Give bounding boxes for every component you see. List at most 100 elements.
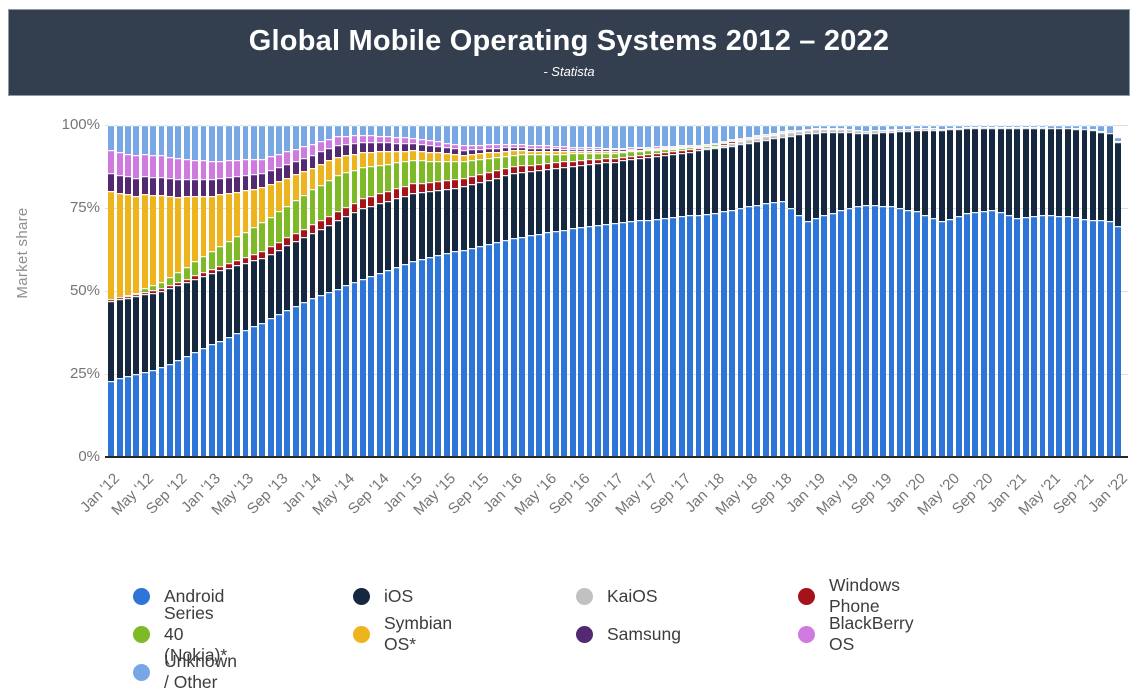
segment-series40 xyxy=(352,170,358,203)
bar-month-90 xyxy=(863,125,869,457)
segment-symbian xyxy=(133,196,139,293)
bar-month-29 xyxy=(352,125,358,457)
segment-ios xyxy=(628,159,634,221)
segment-ios xyxy=(1107,133,1113,221)
segment-android xyxy=(117,378,123,457)
segment-series40 xyxy=(259,222,265,250)
segment-symbian xyxy=(167,196,173,277)
segment-unknown xyxy=(545,125,551,145)
segment-ios xyxy=(301,237,307,302)
segment-unknown xyxy=(360,125,366,135)
segment-symbian xyxy=(444,153,450,161)
bar-month-1 xyxy=(117,125,123,457)
y-tick-label: 75% xyxy=(38,199,100,216)
segment-blackberry xyxy=(217,161,223,179)
bar-month-79 xyxy=(771,125,777,457)
segment-android xyxy=(637,220,643,457)
legend-label-ios: iOS xyxy=(384,586,413,607)
segment-ios xyxy=(444,189,450,254)
segment-series40 xyxy=(167,277,173,285)
segment-unknown xyxy=(326,125,332,139)
segment-unknown xyxy=(385,125,391,136)
segment-unknown xyxy=(729,125,735,139)
segment-android xyxy=(1098,220,1104,457)
segment-ios xyxy=(192,279,198,352)
segment-ios xyxy=(578,165,584,228)
y-tick-label: 0% xyxy=(38,448,100,465)
bar-month-49 xyxy=(519,125,525,457)
segment-samsung xyxy=(159,177,165,195)
segment-ios xyxy=(536,170,542,234)
x-axis-baseline xyxy=(105,456,1128,458)
segment-symbian xyxy=(142,194,148,288)
segment-unknown xyxy=(628,125,634,147)
legend-item-unknown: Unknown / Other xyxy=(133,660,237,684)
bar-month-76 xyxy=(746,125,752,457)
legend-swatch-android-icon xyxy=(133,588,150,605)
bar-month-40 xyxy=(444,125,450,457)
segment-blackberry xyxy=(167,157,173,178)
segment-android xyxy=(670,217,676,457)
segment-symbian xyxy=(259,187,265,222)
bar-month-66 xyxy=(662,125,668,457)
segment-windows_phone xyxy=(452,179,458,188)
segment-ios xyxy=(813,133,819,218)
legend-label-blackberry: BlackBerry OS xyxy=(829,613,914,655)
bar-month-34 xyxy=(394,125,400,457)
segment-android xyxy=(1023,217,1029,457)
segment-symbian xyxy=(318,164,324,184)
segment-windows_phone xyxy=(259,251,265,258)
segment-android xyxy=(872,205,878,457)
segment-android xyxy=(276,314,282,457)
segment-ios xyxy=(268,254,274,319)
segment-android xyxy=(721,211,727,457)
segment-unknown xyxy=(494,125,500,144)
segment-android xyxy=(1056,216,1062,457)
bar-month-35 xyxy=(402,125,408,457)
segment-android xyxy=(880,206,886,457)
segment-unknown xyxy=(133,125,139,155)
segment-ios xyxy=(243,263,249,330)
segment-unknown xyxy=(486,125,492,144)
segment-series40 xyxy=(486,158,492,172)
segment-ios xyxy=(721,147,727,211)
segment-unknown xyxy=(352,125,358,135)
segment-unknown xyxy=(444,125,450,143)
segment-android xyxy=(444,253,450,457)
bar-month-56 xyxy=(578,125,584,457)
segment-symbian xyxy=(234,192,240,237)
segment-android xyxy=(830,213,836,457)
segment-windows_phone xyxy=(519,165,525,172)
segment-symbian xyxy=(209,196,215,251)
segment-ios xyxy=(385,201,391,271)
legend-swatch-ios-icon xyxy=(353,588,370,605)
segment-unknown xyxy=(159,125,165,155)
segment-blackberry xyxy=(343,136,349,144)
segment-android xyxy=(159,367,165,457)
segment-android xyxy=(226,337,232,457)
segment-symbian xyxy=(125,194,131,295)
bar-month-32 xyxy=(377,125,383,457)
bar-month-11 xyxy=(201,125,207,457)
segment-series40 xyxy=(310,189,316,224)
segment-android xyxy=(578,227,584,457)
segment-android xyxy=(167,364,173,458)
segment-android xyxy=(175,360,181,457)
segment-android xyxy=(511,238,517,457)
segment-series40 xyxy=(243,232,249,257)
bar-month-16 xyxy=(243,125,249,457)
segment-samsung xyxy=(226,177,232,193)
segment-ios xyxy=(469,184,475,247)
bar-month-27 xyxy=(335,125,341,457)
bar-month-115 xyxy=(1073,125,1079,457)
segment-unknown xyxy=(679,125,685,145)
segment-android xyxy=(452,251,458,457)
segment-android xyxy=(545,232,551,457)
segment-android xyxy=(645,220,651,457)
bar-month-92 xyxy=(880,125,886,457)
bar-month-12 xyxy=(209,125,215,457)
segment-unknown xyxy=(293,125,299,149)
bar-month-112 xyxy=(1048,125,1054,457)
segment-android xyxy=(897,208,903,457)
bar-month-9 xyxy=(184,125,190,457)
